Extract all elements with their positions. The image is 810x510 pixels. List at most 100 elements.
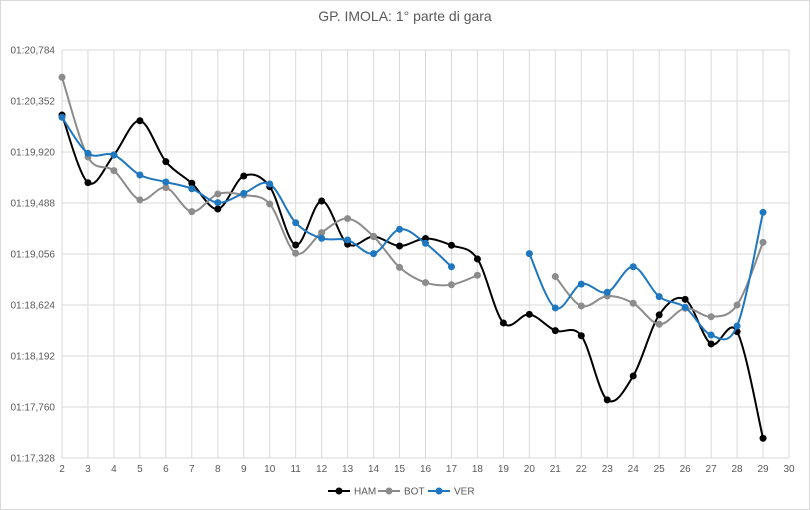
data-point bbox=[577, 332, 585, 340]
x-tick-label: 10 bbox=[264, 464, 276, 475]
series-line bbox=[61, 114, 765, 439]
data-point bbox=[422, 239, 429, 247]
data-point bbox=[214, 199, 222, 207]
data-point bbox=[707, 313, 715, 321]
x-tick-label: 12 bbox=[316, 464, 328, 475]
data-point bbox=[551, 273, 559, 281]
y-tick-label: 01:19,056 bbox=[11, 250, 56, 261]
chart-title: GP. IMOLA: 1° parte di gara bbox=[318, 8, 492, 24]
data-point bbox=[525, 310, 533, 318]
data-point bbox=[188, 208, 196, 216]
x-tick-label: 16 bbox=[420, 464, 432, 475]
data-point bbox=[58, 73, 66, 81]
data-point bbox=[162, 178, 170, 186]
series-line bbox=[528, 212, 765, 341]
data-point bbox=[603, 396, 611, 404]
data-point bbox=[110, 167, 118, 175]
data-point bbox=[136, 171, 144, 179]
series-ver bbox=[58, 113, 767, 341]
data-point bbox=[447, 281, 455, 289]
x-tick-label: 3 bbox=[85, 464, 91, 475]
data-point bbox=[447, 263, 455, 271]
data-point bbox=[292, 241, 300, 249]
series-line bbox=[61, 116, 453, 268]
legend-label: BOT bbox=[404, 487, 425, 498]
x-tick-label: 22 bbox=[576, 464, 588, 475]
data-point bbox=[759, 238, 767, 246]
x-tick-label: 28 bbox=[732, 464, 744, 475]
legend-item-ham: HAM bbox=[328, 487, 376, 498]
x-tick-label: 21 bbox=[550, 464, 562, 475]
legend-item-ver: VER bbox=[428, 487, 475, 498]
y-tick-label: 01:17,328 bbox=[11, 454, 56, 465]
x-tick-label: 13 bbox=[342, 464, 354, 475]
data-point bbox=[292, 219, 300, 227]
data-point bbox=[84, 179, 92, 187]
data-point bbox=[292, 249, 300, 257]
x-tick-label: 26 bbox=[680, 464, 692, 475]
data-point bbox=[344, 215, 352, 223]
legend-swatch-marker bbox=[385, 487, 393, 495]
x-tick-label: 24 bbox=[628, 464, 640, 475]
x-tick-label: 18 bbox=[472, 464, 484, 475]
x-tick-label: 14 bbox=[368, 464, 380, 475]
legend-item-bot: BOT bbox=[378, 487, 425, 498]
legend-label: HAM bbox=[354, 487, 376, 498]
legend-swatch-marker bbox=[435, 487, 443, 495]
data-point bbox=[759, 208, 767, 216]
x-tick-label: 9 bbox=[241, 464, 247, 475]
y-tick-label: 01:19,488 bbox=[11, 199, 56, 210]
data-point bbox=[136, 196, 144, 204]
data-point bbox=[188, 179, 196, 187]
data-point bbox=[240, 189, 248, 197]
data-point bbox=[318, 234, 326, 242]
data-point bbox=[551, 304, 559, 312]
data-point bbox=[396, 263, 404, 271]
x-tick-label: 5 bbox=[137, 464, 143, 475]
x-tick-label: 11 bbox=[290, 464, 301, 475]
y-tick-label: 01:18,192 bbox=[11, 352, 56, 363]
x-tick-label: 15 bbox=[394, 464, 406, 475]
x-tick-label: 7 bbox=[189, 464, 195, 475]
data-point bbox=[655, 293, 663, 301]
x-tick-label: 2 bbox=[59, 464, 65, 475]
x-tick-label: 6 bbox=[163, 464, 169, 475]
data-point bbox=[266, 200, 274, 208]
x-tick-label: 29 bbox=[757, 464, 769, 475]
data-point bbox=[707, 331, 715, 339]
data-point bbox=[136, 117, 144, 125]
data-point bbox=[629, 372, 637, 380]
x-tick-label: 20 bbox=[524, 464, 536, 475]
x-tick-label: 19 bbox=[498, 464, 510, 475]
data-point bbox=[162, 184, 170, 192]
x-tick-label: 30 bbox=[783, 464, 795, 475]
data-point bbox=[110, 151, 118, 159]
data-point bbox=[473, 271, 481, 279]
data-point bbox=[396, 242, 404, 250]
data-point bbox=[84, 149, 92, 157]
data-point bbox=[681, 295, 689, 303]
data-point bbox=[759, 434, 767, 442]
y-tick-label: 01:20,352 bbox=[11, 97, 56, 108]
data-point bbox=[344, 236, 352, 244]
data-point bbox=[733, 322, 741, 330]
series-bot bbox=[58, 73, 767, 328]
data-point bbox=[655, 311, 663, 319]
data-point bbox=[707, 340, 715, 348]
data-point bbox=[577, 302, 585, 310]
data-point bbox=[447, 241, 455, 249]
data-point bbox=[318, 229, 326, 237]
legend-label: VER bbox=[454, 487, 475, 498]
data-point bbox=[214, 205, 222, 213]
data-point bbox=[525, 250, 533, 258]
legend-swatch-marker bbox=[335, 487, 343, 495]
data-point bbox=[214, 190, 222, 198]
data-point bbox=[681, 303, 689, 311]
data-point bbox=[499, 319, 507, 327]
data-point bbox=[370, 250, 378, 258]
data-point bbox=[266, 180, 274, 188]
x-tick-label: 27 bbox=[706, 464, 718, 475]
data-point bbox=[240, 172, 248, 180]
data-point bbox=[473, 255, 481, 263]
data-point bbox=[577, 280, 585, 288]
